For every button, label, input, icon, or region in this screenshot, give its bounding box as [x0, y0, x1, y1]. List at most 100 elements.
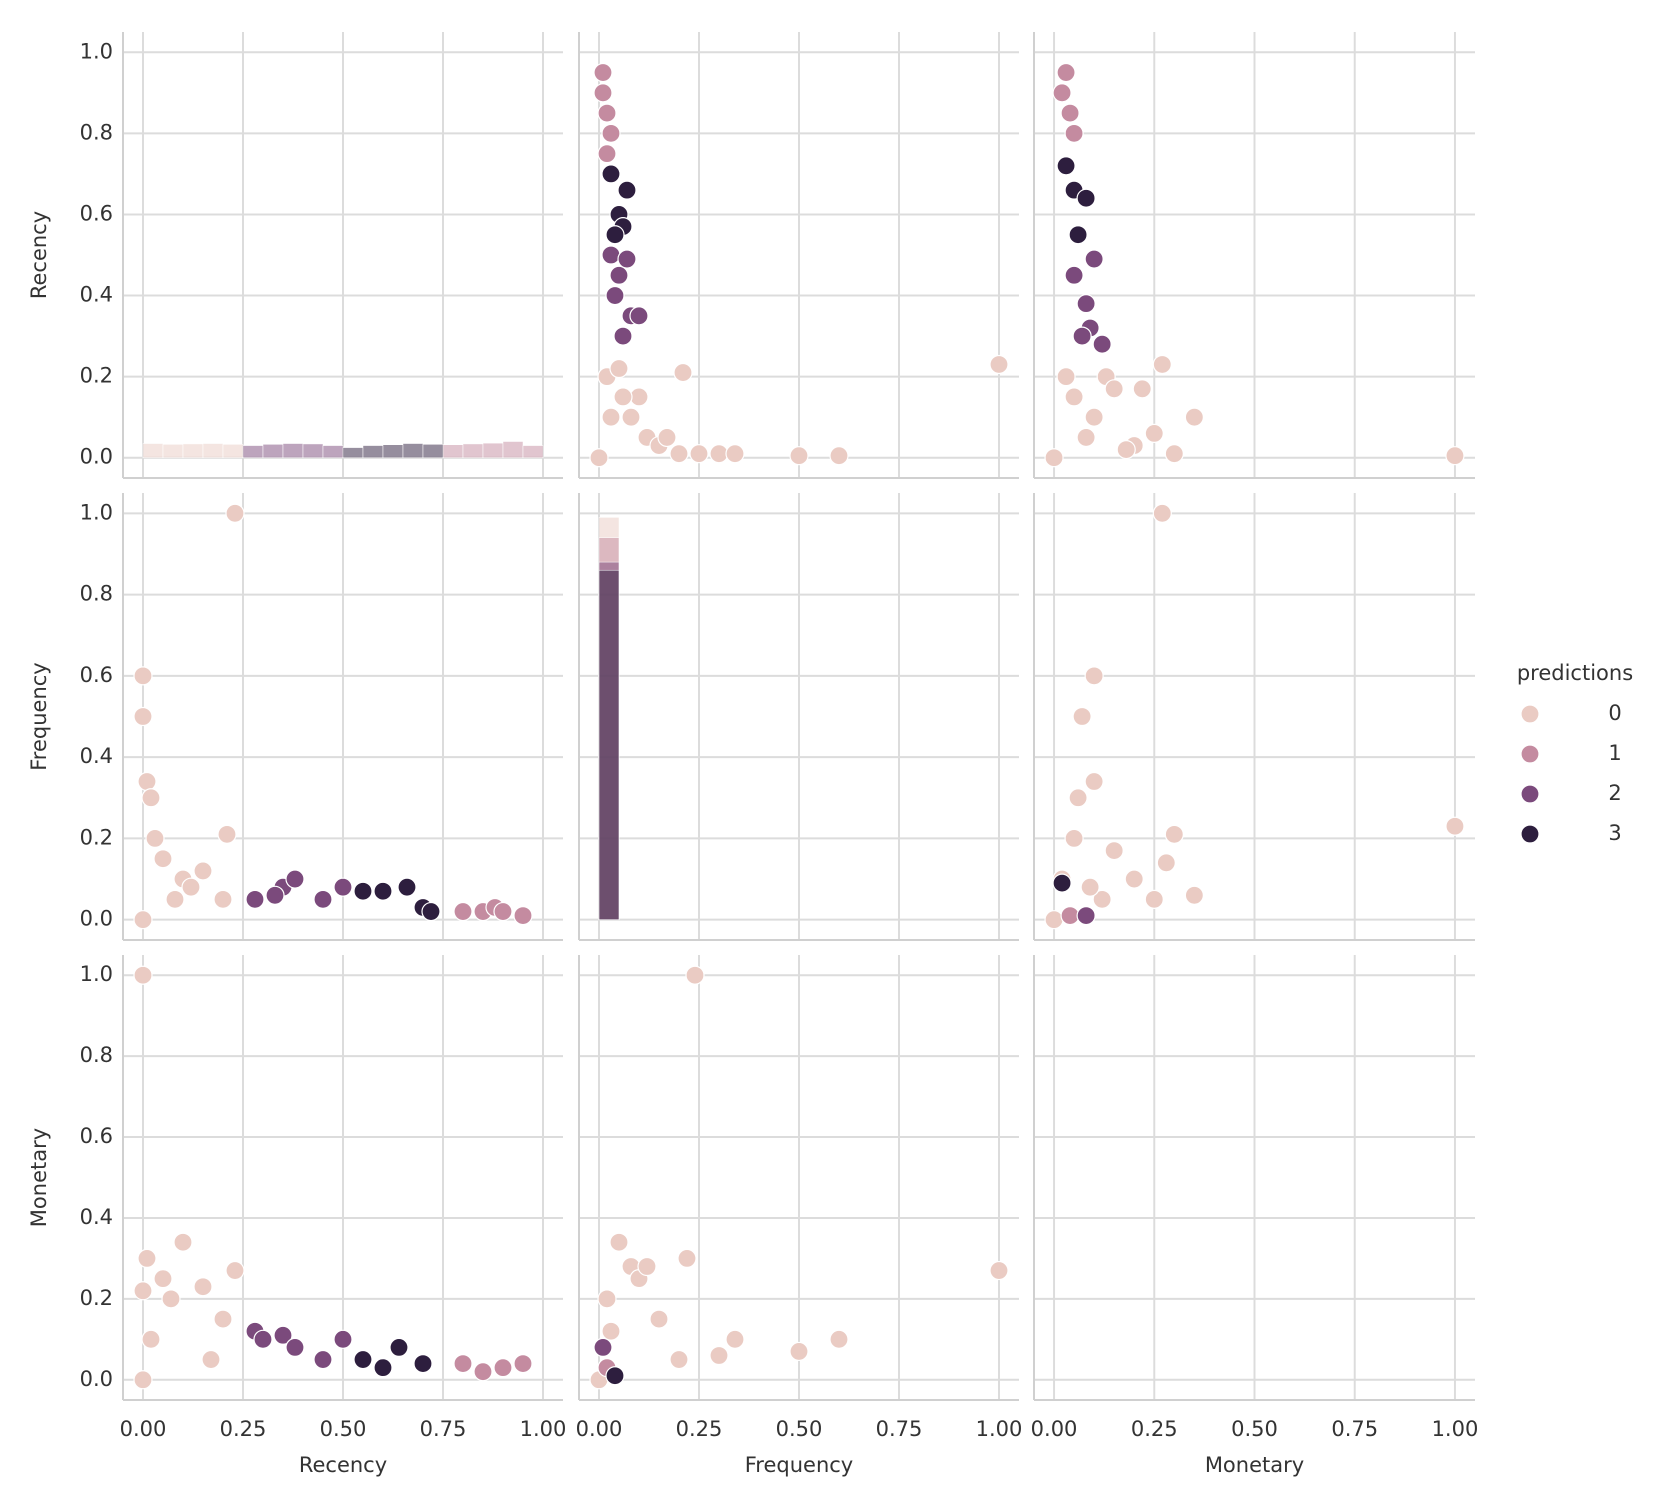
point	[629, 387, 649, 407]
point	[181, 877, 201, 897]
point	[685, 965, 705, 985]
point	[601, 123, 621, 143]
y-tick-label: 0.2	[80, 364, 113, 388]
point	[413, 1353, 433, 1374]
point	[245, 889, 265, 909]
x-tick-label: 0.50	[320, 1417, 367, 1441]
point	[605, 1366, 625, 1386]
x-axis-label: Frequency	[745, 1453, 854, 1477]
point	[989, 354, 1009, 375]
hist-bar	[422, 444, 444, 458]
point	[1104, 840, 1124, 861]
point	[589, 448, 609, 468]
point	[173, 1232, 193, 1252]
point	[597, 103, 617, 123]
point	[201, 1349, 221, 1370]
point	[133, 666, 153, 686]
x-tick-label: 0.75	[876, 1417, 923, 1441]
point	[1072, 326, 1092, 346]
point	[1124, 869, 1144, 889]
legend-marker	[1520, 784, 1540, 804]
point	[829, 1329, 849, 1349]
point	[1056, 367, 1076, 387]
point	[677, 1248, 697, 1269]
point	[789, 1341, 809, 1362]
x-tick-label: 0.00	[576, 1417, 623, 1441]
point	[253, 1329, 273, 1349]
point	[153, 1269, 173, 1289]
x-tick-label: 0.25	[1131, 1417, 1178, 1441]
point	[609, 265, 629, 285]
hist-bar	[402, 443, 424, 458]
point	[273, 1325, 293, 1345]
point	[421, 901, 441, 922]
point	[1084, 771, 1104, 792]
x-tick-label: 0.00	[1031, 1417, 1078, 1441]
point	[493, 1358, 513, 1378]
point	[513, 1353, 533, 1374]
hist-bar	[282, 443, 304, 458]
point	[593, 83, 613, 103]
point	[1068, 788, 1088, 808]
y-tick-label: 0.2	[80, 1286, 113, 1310]
point	[1064, 828, 1084, 849]
point	[617, 180, 637, 200]
point	[145, 828, 165, 849]
point	[453, 1353, 473, 1374]
point	[725, 444, 745, 464]
hist-bar	[242, 445, 264, 458]
point	[621, 407, 641, 427]
legend-marker	[1520, 704, 1540, 724]
point	[133, 706, 153, 727]
point	[1084, 407, 1104, 427]
point	[213, 1309, 233, 1329]
y-tick-label: 0.0	[80, 1367, 113, 1391]
point	[989, 1260, 1009, 1281]
point	[1445, 446, 1465, 466]
point	[1116, 440, 1136, 460]
point	[1080, 877, 1100, 897]
point	[1072, 706, 1092, 727]
point	[285, 1337, 305, 1358]
point	[1044, 910, 1064, 930]
hist-bar	[162, 444, 184, 458]
point	[493, 901, 513, 922]
point	[709, 444, 729, 464]
point	[1076, 906, 1096, 926]
point	[725, 1329, 745, 1349]
point	[137, 1248, 157, 1269]
point	[613, 326, 633, 346]
point	[285, 869, 305, 889]
point	[789, 446, 809, 466]
y-tick-label: 0.6	[80, 1124, 113, 1148]
y-tick-label: 0.0	[80, 445, 113, 469]
x-tick-label: 0.50	[776, 1417, 823, 1441]
y-tick-label: 0.4	[80, 1205, 113, 1229]
y-tick-label: 0.4	[80, 283, 113, 307]
point	[1092, 334, 1112, 354]
point	[165, 889, 185, 909]
point	[1156, 853, 1176, 873]
point	[133, 1281, 153, 1301]
point	[453, 901, 473, 922]
hist-bar	[598, 569, 620, 920]
point	[225, 503, 245, 523]
point	[353, 881, 373, 901]
point	[213, 889, 233, 909]
point	[1056, 62, 1076, 83]
hist-bar	[522, 445, 544, 458]
point	[153, 849, 173, 869]
y-tick-label: 1.0	[80, 500, 113, 524]
hist-bar	[222, 444, 244, 458]
point	[617, 249, 637, 269]
point	[601, 164, 621, 184]
x-tick-label: 1.00	[976, 1417, 1023, 1441]
point	[1076, 188, 1096, 208]
legend-marker	[1520, 824, 1540, 844]
point	[1184, 885, 1204, 905]
point	[593, 62, 613, 83]
point	[601, 245, 621, 265]
hist-bar	[202, 443, 224, 458]
